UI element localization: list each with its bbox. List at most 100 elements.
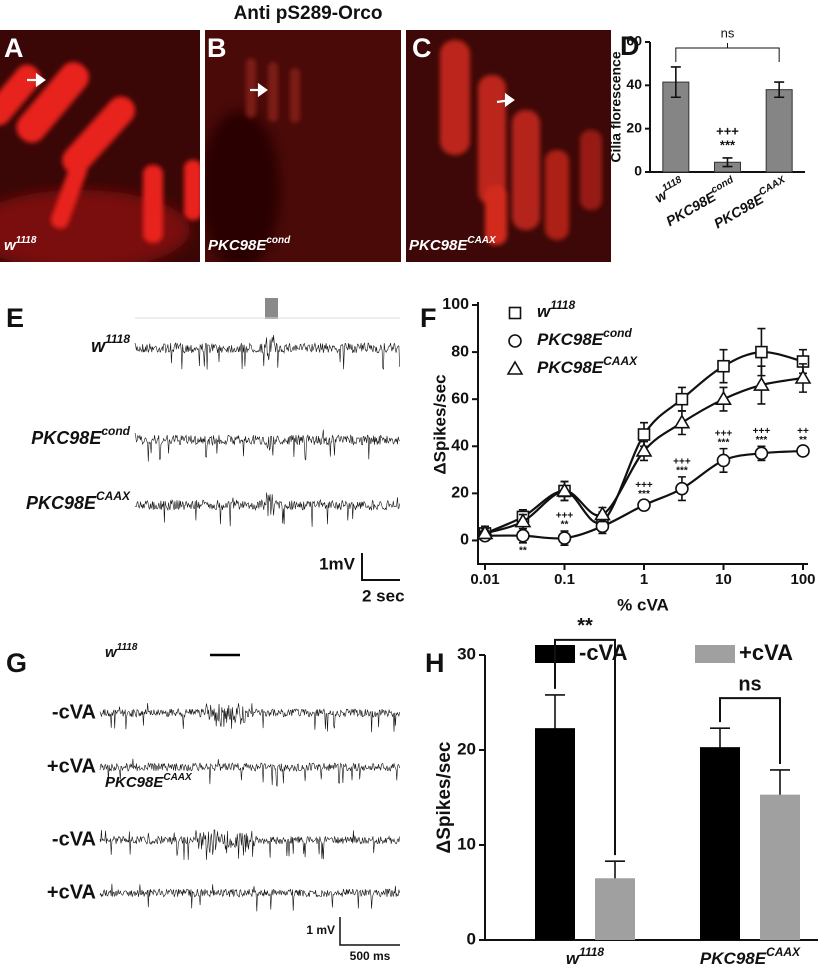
significance-label: *** [638,489,650,500]
marker [675,392,689,406]
label-base: PKC98E [26,493,97,513]
label-base: PKC98E [409,237,468,254]
arrows [27,72,515,108]
legend-label: PKC98ECAAX [537,354,638,377]
label-base: PKC98E [105,774,164,791]
y-tick-label: 60 [451,390,469,407]
x-tick-label: 100 [790,571,815,588]
error-bar [722,157,733,168]
significance-label: ++ [797,426,809,437]
marker [753,376,770,391]
trace-label: PKC98ECAAX [26,489,131,513]
label-base: PKC98E [31,428,102,448]
trace-label: -cVA [52,828,96,850]
voltage-trace [134,492,400,527]
significance-label: ns [721,25,735,40]
panel-letter: C [412,33,432,63]
image-label: w1118 [4,235,37,254]
voltage-trace [99,702,400,733]
y-tick-label: 20 [457,739,476,758]
trace-label: PKC98Econd [31,424,130,448]
y-tick-label: 20 [451,485,469,502]
label-sup: 1118 [579,945,604,959]
panel-letter: E [6,303,24,333]
significance-bracket [719,697,781,764]
marker [476,524,494,540]
marker [556,482,573,497]
significance-bracket [554,638,616,856]
y-tick-label: 0 [467,929,476,948]
legend-label: +cVA [739,640,793,665]
significance-label: *** [720,137,736,152]
significance-label: ** [799,435,807,446]
x-tick-label: PKC98ECAAX [700,945,801,968]
marker [557,531,572,545]
label-base: PKC98E [711,190,767,231]
axis [649,42,805,173]
label-base: PKC98E [700,949,767,968]
label-sup: CAAX [96,489,131,503]
marker [755,345,768,359]
label-sup: CAAX [757,174,788,198]
y-tick-label: 40 [451,437,469,454]
marker [796,444,810,458]
scale-label: 500 ms [350,949,391,963]
x-tick-label: 0.01 [470,571,499,588]
significance-label: +++ [556,511,574,522]
x-axis-label: % cVA [617,595,669,614]
image-a [0,30,200,262]
label-sup: CAAX [467,235,497,246]
y-tick-label: 100 [442,296,469,313]
label-sup: CAAX [766,945,801,959]
significance-bracket [675,43,780,62]
marker [594,505,611,521]
y-tick-label: 30 [457,644,476,663]
scale-label: 1mV [319,554,356,573]
label-base: w [537,302,552,321]
trace-label: -cVA [52,701,96,723]
label-sup: CAAX [603,354,638,368]
image-label: PKC98ECAAX [409,235,497,254]
x-tick-label: w1118 [651,174,688,205]
marker [717,359,730,373]
panel-letter: B [207,33,227,63]
marker [635,442,653,457]
significance-label: +++ [716,123,739,138]
voltage-trace [99,829,400,860]
significance-label: *** [676,466,688,477]
marker [716,453,731,468]
voltage-trace [99,758,400,787]
trace-group-label: w1118 [105,642,138,661]
y-tick-label: 80 [451,343,469,360]
marker [637,498,651,512]
marker [514,513,532,528]
scale-bar [339,917,400,946]
panel-letter: A [4,33,24,63]
significance-label: +++ [673,457,691,468]
legend-marker [508,334,522,348]
significance-label: +++ [753,426,771,437]
label-base: PKC98E [663,188,719,229]
legend-marker [508,306,522,320]
significance-label: *** [756,435,768,446]
y-axis-label: Cilia florescence [608,51,624,162]
legend-label: -cVA [579,640,628,665]
label-base: PKC98E [537,330,604,349]
significance-label: *** [718,437,730,448]
x-tick-label: 1 [640,571,648,588]
error-bar [670,66,681,99]
y-tick-label: 20 [626,119,642,135]
y-axis-label: ΔSpikes/sec [430,374,449,474]
image-c [406,30,611,262]
scale-label: 1 mV [306,923,335,937]
significance-label: +++ [635,480,653,491]
significance-label: ns [738,673,761,695]
label-sup: 1118 [105,332,130,346]
significance-label: +++ [715,428,733,439]
bar [595,878,635,940]
x-tick-label: 0.1 [554,571,575,588]
voltage-trace [134,334,400,370]
label-base: w [4,237,17,254]
y-tick-label: 60 [626,33,642,49]
label-base: PKC98E [208,237,267,254]
